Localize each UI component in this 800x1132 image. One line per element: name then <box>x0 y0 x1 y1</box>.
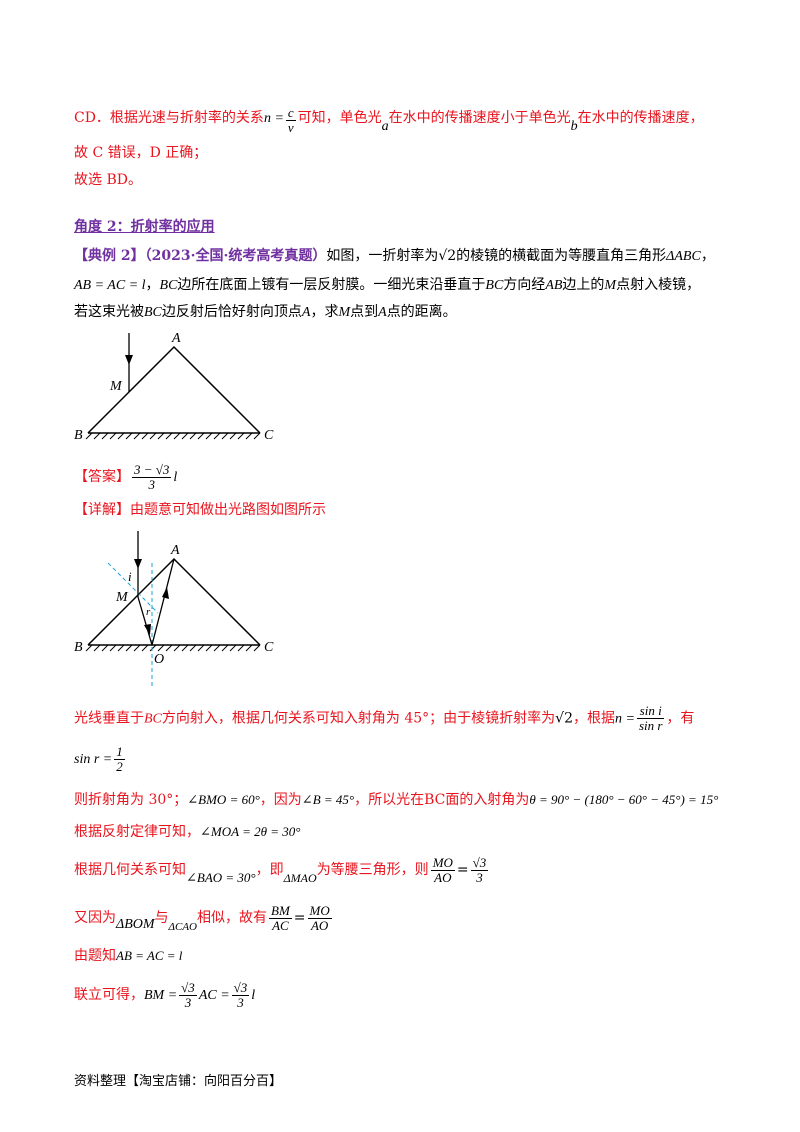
label-C2: C <box>264 640 274 655</box>
problem-line-2: AB = AC = l，BC边所在底面上镀有一层反射膜。一细光束沿垂直于BC方向… <box>74 277 701 293</box>
label-B2: B <box>74 640 83 655</box>
label-r: r <box>146 606 151 618</box>
solution-line-7: 由题知AB = AC = l <box>74 948 183 964</box>
footer-source: 资料整理【淘宝店铺：向阳百分百】 <box>74 1074 283 1089</box>
solution-line-5: 根据几何关系可知∠BAO = 30°，即ΔMAO为等腰三角形，则 MO AO = √3 3 <box>74 854 489 885</box>
problem-line-1: 【典例 2】（2023·全国·统考高考真题）如图，一折射率为√2的棱镜的横截面为… <box>74 248 715 264</box>
cd-explanation-line: CD．根据光速与折射率的关系n = c v 可知，单色光a在水中的传播速度小于单色光b… <box>74 105 704 135</box>
problem-line-3: 若这束光被BC边反射后恰好射向顶点A，求M点到A点的距离。 <box>74 304 457 320</box>
solution-line-6: 又因为ΔBOM与ΔCAO相似，故有 BM AC = MO AO <box>74 902 332 933</box>
label-A2: A <box>170 543 180 558</box>
section-heading: 角度 2：折射率的应用 <box>74 219 215 235</box>
label-O: O <box>154 652 164 667</box>
label-M2: M <box>115 590 129 605</box>
label-M: M <box>109 379 123 394</box>
conclusion-line: 故 C 错误，D 正确； <box>74 145 208 161</box>
solution-line-2: sin r = 1 2 <box>74 743 125 774</box>
solution-line-8: 联立可得，BM = √3 3 AC = √3 3 l <box>74 979 256 1010</box>
solution-line-1: 光线垂直于BC方向射入，根据几何关系可知入射角为 45°；由于棱镜折射率为√2，… <box>74 703 695 733</box>
solution-line-4: 根据反射定律可知，∠MOA = 2θ = 30° <box>74 824 301 840</box>
label-C: C <box>264 428 274 443</box>
label-i: i <box>128 569 132 584</box>
answer-choice-line: 故选 BD。 <box>74 172 142 188</box>
answer-line: 【答案】 3 − √3 3 l <box>74 461 178 492</box>
prism-figure-1: A M B C <box>74 331 274 443</box>
prism-figure-2: A i M r B O C <box>74 531 274 687</box>
solution-line-3: 则折射角为 30°；∠BMO = 60°，因为∠B = 45°，所以光在BC面的… <box>74 792 719 808</box>
label-A: A <box>171 331 181 346</box>
label-B: B <box>74 428 83 443</box>
detail-line: 【详解】由题意可知做出光路图如图所示 <box>74 502 326 518</box>
